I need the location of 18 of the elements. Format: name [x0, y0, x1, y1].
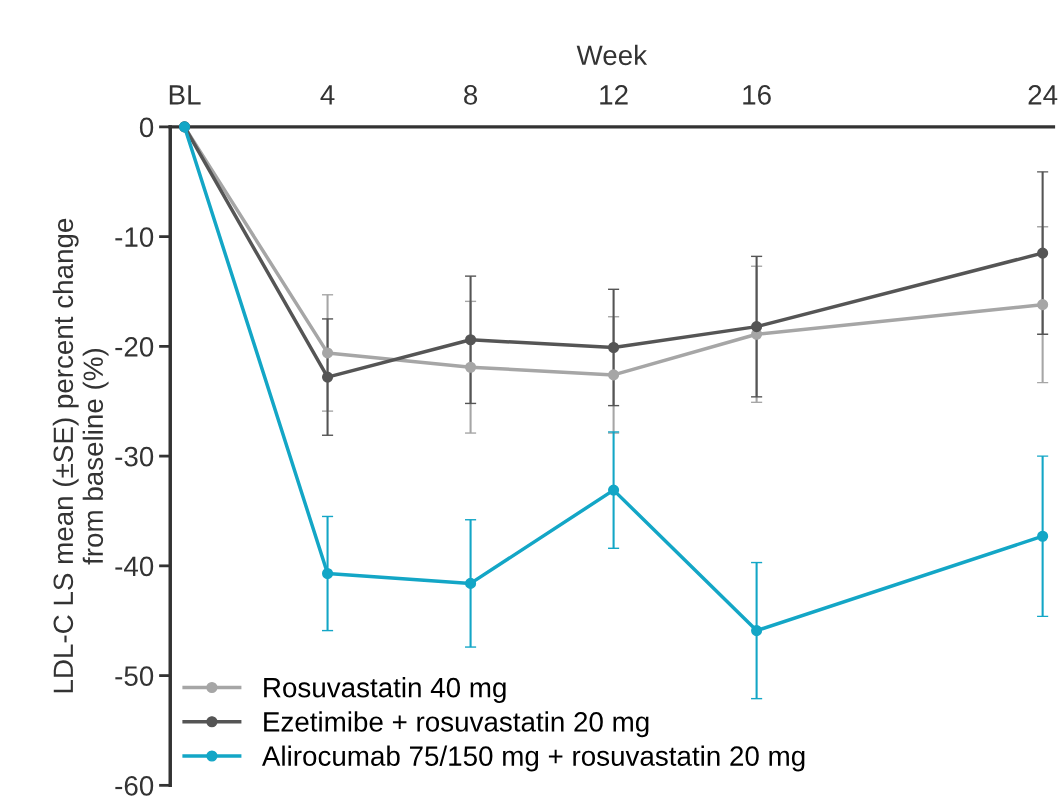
y-tick-label: -40: [115, 556, 154, 577]
legend-label: Ezetimibe + rosuvastatin 20 mg: [264, 711, 649, 738]
y-tick-label: -20: [115, 337, 154, 357]
x-tick-label: 16: [743, 85, 771, 105]
y-tick-label: -60: [115, 776, 154, 796]
legend-label: Rosuvastatin 40 mg: [264, 677, 506, 703]
y-tick-label: -50: [115, 666, 154, 686]
legend-label: Alirocumab 75/150 mg + rosuvastatin 20 mg: [261, 745, 805, 772]
x-tick-label: 12: [600, 85, 628, 105]
x-tick-label: 4: [320, 85, 335, 105]
y-tick-label: -30: [115, 446, 154, 467]
y-tick-label: 0: [139, 117, 154, 138]
x-tick-label: 24: [1028, 85, 1058, 105]
x-tick-label: 8: [464, 85, 478, 105]
y-axis-title: LDL-C LS mean (±SE) percent change from baseline (%): [52, 218, 109, 693]
x-axis-title: Week: [576, 44, 648, 66]
x-tick-label: BL: [169, 85, 201, 105]
y-tick-label: -10: [115, 227, 154, 247]
